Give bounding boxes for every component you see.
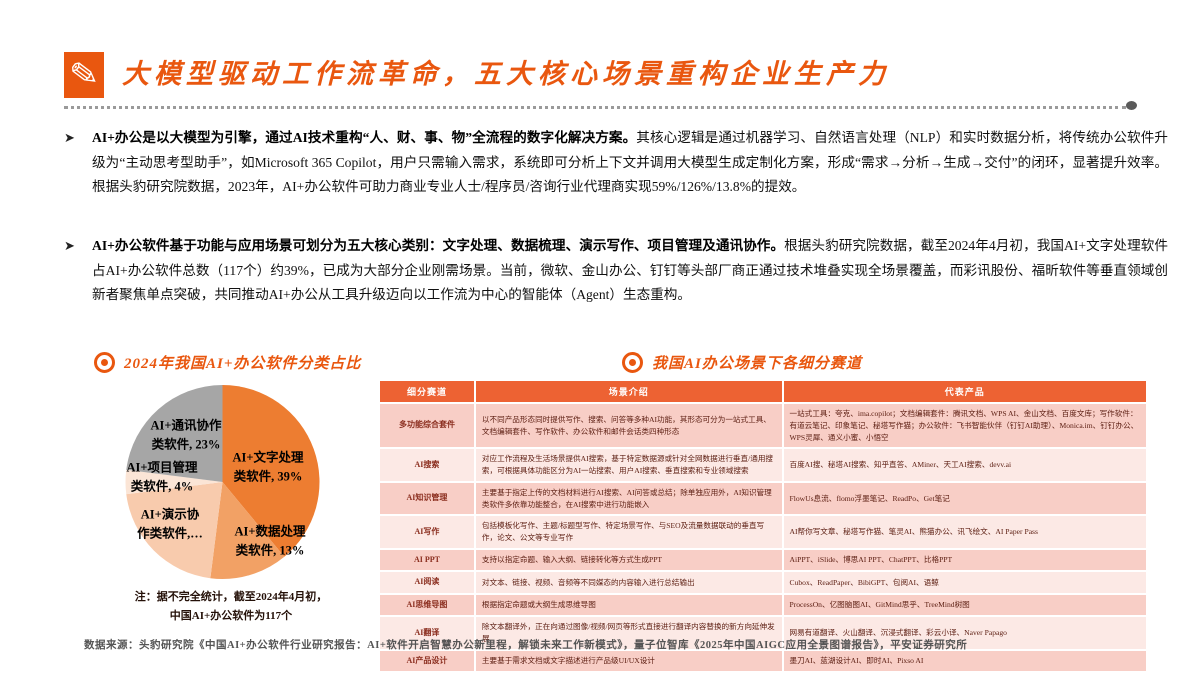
cell-track: AI PPT xyxy=(380,549,474,571)
cell-scene: 根据指定命题或大纲生成思维导图 xyxy=(475,594,782,616)
pie-slice-4 xyxy=(126,385,223,482)
table-row: AI翻译 除文本翻译外，正在向通过图像/视频/网页等形式直接进行翻译内容替换的新方… xyxy=(380,617,1146,649)
cell-track: AI知识管理 xyxy=(380,482,474,515)
bullseye-icon xyxy=(94,352,115,373)
cell-scene: 对应工作流程及生活场景提供AI搜索，基于特定数据源或针对全网数据进行垂直/通用搜… xyxy=(475,449,782,481)
pie-slice-0 xyxy=(222,385,320,557)
cell-track: AI产品设计 xyxy=(380,650,474,671)
table-row: AI产品设计 主要基于需求文档或文字描述进行产品级UI/UX设计 墨刀AI、蓝湖设计… xyxy=(380,650,1146,671)
bullet-2-lead: AI+办公软件基于功能与应用场景可划分为五大核心类别：文字处理、数据梳理、演示写… xyxy=(92,238,785,253)
data-source-line: 数据来源：头豹研究院《中国AI+办公软件行业研究报告：AI+软件开启智慧办公新里… xyxy=(84,640,968,651)
cell-track: AI搜索 xyxy=(380,449,474,481)
pencil-badge-icon: ✎ xyxy=(64,52,104,98)
table-row: AI思维导图 根据指定命题或大纲生成思维导图 ProcessOn、亿图脑图AI、Gi… xyxy=(380,594,1146,616)
cell-scene: 包括模板化写作、主题/标题型写作、特定场景写作、与SEO及流量数据联动的垂直写作… xyxy=(475,516,782,548)
pie-footnote: 注：据不完全统计，截至2024年4月初， 中国AI+办公软件为117个 xyxy=(134,591,328,623)
cell-track: 多功能综合套件 xyxy=(380,404,474,448)
table-title-text: 我国AI办公场景下各细分赛道 xyxy=(652,356,862,372)
bullet-paragraph-2: ➤ AI+办公软件基于功能与应用场景可划分为五大核心类别：文字处理、数据梳理、演… xyxy=(64,234,1168,308)
pencil-icon: ✎ xyxy=(67,53,101,97)
cell-products: 网易有道翻译、火山翻译、沉浸式翻译、彩云小译、Naver Papago xyxy=(783,617,1146,649)
pie-slice-3 xyxy=(125,469,223,495)
cell-track: AI翻译 xyxy=(380,617,474,649)
dotted-divider xyxy=(64,106,1126,109)
table-row: 多功能综合套件 以不同产品形态同时提供写作、搜索、问答等多种AI功能，其形态可分为… xyxy=(380,404,1146,448)
segments-table: 细分赛道 场景介绍 代表产品 多功能综合套件 以不同产品形态同时提供写作、搜索、问… xyxy=(378,379,1148,673)
header-track: 细分赛道 xyxy=(380,381,474,402)
cell-products: ProcessOn、亿图脑图AI、GitMind思乎、TreeMind树图 xyxy=(783,594,1146,616)
pie-title-text: 2024年我国AI+办公软件分类占比 xyxy=(124,356,362,372)
header-scene: 场景介绍 xyxy=(475,381,782,402)
table-row: AI写作 包括模板化写作、主题/标题型写作、特定场景写作、与SEO及流量数据联动的… xyxy=(380,516,1146,548)
bullseye-icon xyxy=(622,352,643,373)
pie-chart: AI+文字处理 类软件, 39% AI+数据处理 类软件, 13% AI+演示协… xyxy=(106,380,356,586)
cell-scene: 以不同产品形态同时提供写作、搜索、问答等多种AI功能，其形态可分为一站式工具、文… xyxy=(475,404,782,448)
cell-scene: 除文本翻译外，正在向通过图像/视频/网页等形式直接进行翻译内容替换的新方向延伸发… xyxy=(475,617,782,649)
pie-label-text-processing: AI+文字处理 类软件, 39% xyxy=(232,450,304,484)
divider-end-cap xyxy=(1126,101,1137,110)
pie-label-communication: AI+通讯协作 类软件, 23% xyxy=(150,418,222,452)
table-row: AI阅读 对文本、链接、视频、音频等不同媒态的内容输入进行总结输出 Cubox、Re… xyxy=(380,572,1146,593)
bullet-arrow-icon: ➤ xyxy=(64,131,75,146)
cell-products: 一站式工具：夸克、ima.copilot；文档编辑套件：腾讯文档、WPS AI、… xyxy=(783,404,1146,448)
bullet-2-body: 根据头豹研究院数据，截至2024年4月初，我国AI+文字处理软件占AI+办公软件… xyxy=(92,238,1168,303)
bullet-1-body: 其核心逻辑是通过机器学习、自然语言处理（NLP）和实时数据分析，将传统办公软件升… xyxy=(92,130,1168,195)
bullet-1-lead: AI+办公是以大模型为引擎，通过AI技术重构“人、财、事、物”全流程的数字化解决… xyxy=(92,130,637,145)
cell-products: 百度AI搜、秘塔AI搜索、知乎直答、AMiner、天工AI搜索、devv.ai xyxy=(783,449,1146,481)
cell-products: 墨刀AI、蓝湖设计AI、即时AI、Pixso AI xyxy=(783,650,1146,671)
table-header-row: 细分赛道 场景介绍 代表产品 xyxy=(380,381,1146,402)
pie-slice-1 xyxy=(210,482,285,579)
table-row: AI知识管理 主要基于指定上传的文档材料进行AI搜索、AI问答或总结；除单独应用外… xyxy=(380,482,1146,515)
bullet-paragraph-1: ➤ AI+办公是以大模型为引擎，通过AI技术重构“人、财、事、物”全流程的数字化… xyxy=(64,126,1168,200)
bullet-arrow-icon: ➤ xyxy=(64,239,75,254)
table-row: AI搜索 对应工作流程及生活场景提供AI搜索，基于特定数据源或针对全网数据进行垂直… xyxy=(380,449,1146,481)
cell-track: AI阅读 xyxy=(380,572,474,593)
cell-scene: 对文本、链接、视频、音频等不同媒态的内容输入进行总结输出 xyxy=(475,572,782,593)
cell-scene: 主要基于需求文档或文字描述进行产品级UI/UX设计 xyxy=(475,650,782,671)
cell-track: AI写作 xyxy=(380,516,474,548)
cell-products: FlowUs息流、flomo浮墨笔记、ReadPo、Get笔记 xyxy=(783,482,1146,515)
pie-svg xyxy=(125,385,320,579)
pie-label-data-processing: AI+数据处理 类软件, 13% xyxy=(234,524,306,558)
pie-slice-2 xyxy=(126,482,223,579)
header-products: 代表产品 xyxy=(783,381,1146,402)
table-section-title: 我国AI办公场景下各细分赛道 xyxy=(622,352,862,373)
pie-label-presentation: AI+演示协 作类软件,… xyxy=(137,507,203,541)
cell-products: AI帮你写文章、秘塔写作猫、笔灵AI、熊猫办公、讯飞绘文、AI Paper Pa… xyxy=(783,516,1146,548)
cell-products: Cubox、ReadPaper、BibiGPT、包阅AI、语鲸 xyxy=(783,572,1146,593)
cell-scene: 支持以指定命题、输入大纲、链接转化等方式生成PPT xyxy=(475,549,782,571)
cell-products: AiPPT、iSlide、博思AI PPT、ChatPPT、比格PPT xyxy=(783,549,1146,571)
cell-scene: 主要基于指定上传的文档材料进行AI搜索、AI问答或总结；除单独应用外，AI知识管… xyxy=(475,482,782,515)
pie-section-title: 2024年我国AI+办公软件分类占比 xyxy=(94,352,361,373)
cell-track: AI思维导图 xyxy=(380,594,474,616)
pie-label-project-mgmt: AI+项目管理 类软件, 4% xyxy=(126,460,198,494)
table-row: AI PPT 支持以指定命题、输入大纲、链接转化等方式生成PPT AiPPT、iSl… xyxy=(380,549,1146,571)
page-title: 大模型驱动工作流革命，五大核心场景重构企业生产力 xyxy=(122,59,890,89)
